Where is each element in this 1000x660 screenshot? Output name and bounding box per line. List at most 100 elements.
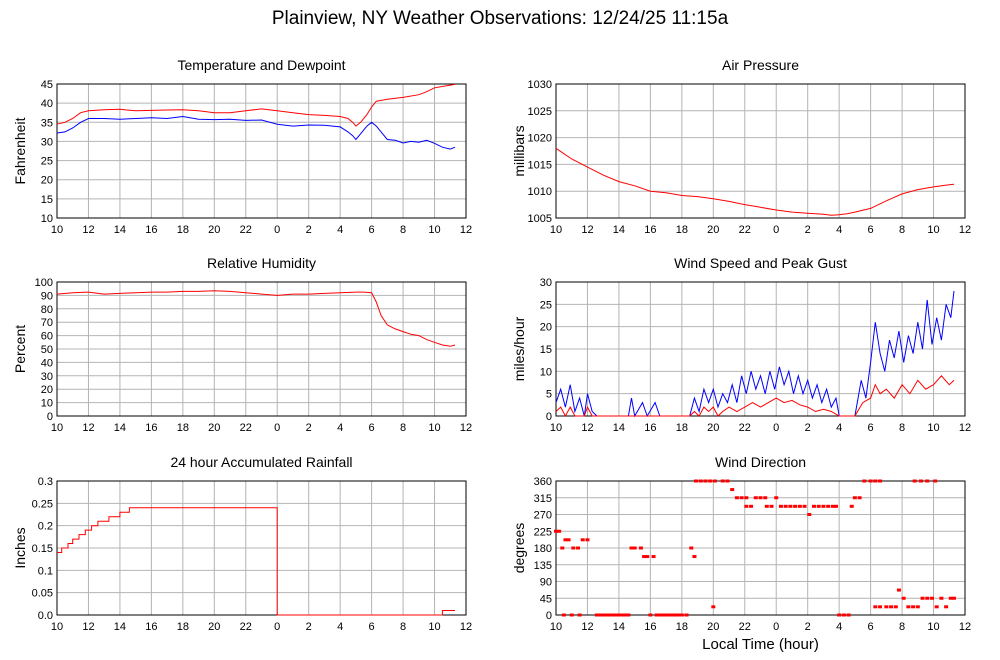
series-line-0 xyxy=(555,290,955,418)
data-point xyxy=(873,479,878,483)
x-axis-label: Local Time (hour) xyxy=(702,636,819,653)
data-point xyxy=(638,546,643,550)
data-point xyxy=(563,538,568,542)
y-axis-label: Percent xyxy=(12,325,28,373)
data-point xyxy=(708,479,713,483)
x-tick-label: 16 xyxy=(644,224,656,236)
x-tick-label: 10 xyxy=(51,621,63,633)
y-axis-label: Inches xyxy=(12,527,28,568)
x-tick-label: 12 xyxy=(82,621,94,633)
x-tick-label: 20 xyxy=(208,422,220,434)
y-tick-label: 0.15 xyxy=(32,543,53,555)
series-line-1 xyxy=(56,115,456,150)
data-point xyxy=(604,613,609,617)
chart-air-pressure: Air Pressure 10 12 14 16 18 20 22 0 2 4 6 8 10 12 1005 1… xyxy=(511,57,971,236)
x-tick-label: 22 xyxy=(739,422,751,434)
x-tick-label: 14 xyxy=(114,621,126,633)
y-tick-label: 0.2 xyxy=(38,521,53,533)
y-tick-label: 70 xyxy=(41,317,53,329)
data-point xyxy=(580,538,585,542)
y-tick-label: 20 xyxy=(41,175,53,187)
data-point xyxy=(654,613,659,617)
x-tick-label: 2 xyxy=(805,422,811,434)
y-tick-label: 1015 xyxy=(528,159,552,171)
data-point xyxy=(912,479,917,483)
y-tick-label: 315 xyxy=(534,493,552,505)
data-point xyxy=(601,613,606,617)
data-point xyxy=(925,596,930,600)
x-tick-label: 18 xyxy=(177,621,189,633)
x-tick-label: 8 xyxy=(400,422,406,434)
data-point xyxy=(920,596,925,600)
data-point xyxy=(689,546,694,550)
data-point xyxy=(857,496,862,500)
x-tick-label: 20 xyxy=(208,621,220,633)
data-point xyxy=(664,613,669,617)
y-axis-label: miles/hour xyxy=(511,316,527,381)
data-point xyxy=(561,613,566,617)
data-point xyxy=(862,479,867,483)
x-tick-label: 20 xyxy=(707,224,719,236)
data-point xyxy=(642,555,647,559)
x-tick-label: 18 xyxy=(676,621,688,633)
data-point xyxy=(911,605,916,609)
x-tick-label: 4 xyxy=(337,422,343,434)
x-tick-label: 10 xyxy=(927,224,939,236)
y-tick-label: 20 xyxy=(540,322,552,334)
data-point xyxy=(878,479,883,483)
data-point xyxy=(554,529,558,533)
data-point xyxy=(626,613,631,617)
data-point xyxy=(667,613,672,617)
data-point xyxy=(769,504,774,508)
data-point xyxy=(846,613,851,617)
x-tick-label: 14 xyxy=(613,224,625,236)
x-tick-label: 12 xyxy=(82,224,94,236)
data-point xyxy=(623,613,628,617)
data-point xyxy=(651,555,656,559)
x-tick-label: 0 xyxy=(773,224,779,236)
x-tick-label: 2 xyxy=(805,621,811,633)
y-tick-label: 1010 xyxy=(528,186,552,198)
data-point xyxy=(878,605,883,609)
data-point xyxy=(749,504,754,508)
y-tick-label: 0.1 xyxy=(38,565,53,577)
x-tick-label: 6 xyxy=(369,621,375,633)
x-tick-label: 2 xyxy=(306,224,312,236)
x-tick-label: 16 xyxy=(145,422,157,434)
data-point xyxy=(896,588,901,592)
data-point xyxy=(744,496,749,500)
y-tick-label: 25 xyxy=(540,299,552,311)
data-point xyxy=(783,504,788,508)
data-point xyxy=(739,496,744,500)
x-tick-label: 0 xyxy=(773,422,779,434)
y-tick-label: 35 xyxy=(41,117,53,129)
y-tick-label: 80 xyxy=(41,304,53,316)
x-tick-label: 10 xyxy=(428,621,440,633)
x-tick-label: 14 xyxy=(613,422,625,434)
x-tick-label: 16 xyxy=(644,621,656,633)
y-tick-label: 20 xyxy=(41,384,53,396)
x-tick-label: 12 xyxy=(959,621,971,633)
data-point xyxy=(585,538,590,542)
data-point xyxy=(648,613,653,617)
x-tick-label: 8 xyxy=(400,224,406,236)
data-point xyxy=(763,496,768,500)
x-tick-label: 10 xyxy=(51,422,63,434)
data-point xyxy=(834,504,839,508)
plot-frame xyxy=(555,281,966,417)
data-point xyxy=(933,479,938,483)
data-point xyxy=(670,613,675,617)
x-tick-label: 6 xyxy=(868,224,874,236)
y-tick-label: 10 xyxy=(41,213,53,225)
data-point xyxy=(841,613,846,617)
chart-title: Relative Humidity xyxy=(207,255,316,271)
x-tick-label: 10 xyxy=(428,422,440,434)
data-point xyxy=(852,496,857,500)
x-tick-label: 4 xyxy=(836,224,842,236)
data-point xyxy=(577,613,582,617)
data-point xyxy=(753,496,758,500)
data-point xyxy=(616,613,621,617)
data-point xyxy=(807,513,812,516)
